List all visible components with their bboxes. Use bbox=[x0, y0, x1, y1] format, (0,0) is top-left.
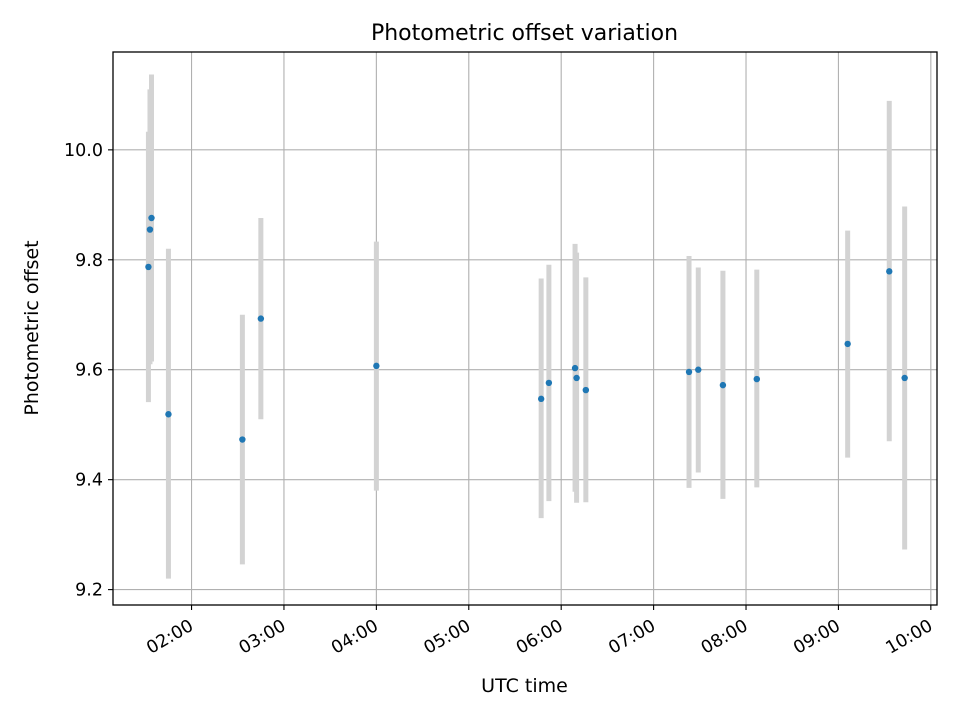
data-point bbox=[239, 436, 246, 443]
data-point bbox=[573, 374, 580, 382]
plot-frame bbox=[112, 51, 938, 606]
grid-lines bbox=[113, 52, 937, 605]
data-point bbox=[146, 226, 154, 233]
y-tick-label: 9.2 bbox=[75, 581, 103, 601]
data-point bbox=[753, 375, 760, 383]
y-tick-label: 9.4 bbox=[75, 471, 103, 491]
data-point bbox=[373, 362, 380, 370]
data-point bbox=[844, 340, 851, 348]
data-point bbox=[571, 364, 579, 372]
data-point bbox=[257, 315, 265, 322]
x-axis-label: UTC time bbox=[481, 675, 568, 697]
chart-title: Photometric offset variation bbox=[371, 21, 678, 46]
y-tick-label: 9.8 bbox=[75, 251, 103, 271]
y-tick-label: 9.6 bbox=[75, 361, 103, 381]
y-axis-label: Photometric offset bbox=[21, 240, 43, 415]
data-point bbox=[695, 366, 702, 373]
data-point bbox=[545, 379, 553, 387]
data-point bbox=[165, 411, 172, 418]
y-tick-label: 10.0 bbox=[64, 141, 103, 161]
data-point bbox=[537, 395, 545, 403]
data-point bbox=[685, 368, 693, 376]
data-point bbox=[148, 214, 155, 222]
data-point bbox=[145, 263, 152, 271]
data-point bbox=[719, 381, 727, 389]
data-point bbox=[582, 386, 590, 394]
data-points bbox=[145, 214, 908, 443]
data-point bbox=[901, 374, 908, 382]
data-point bbox=[886, 268, 893, 275]
